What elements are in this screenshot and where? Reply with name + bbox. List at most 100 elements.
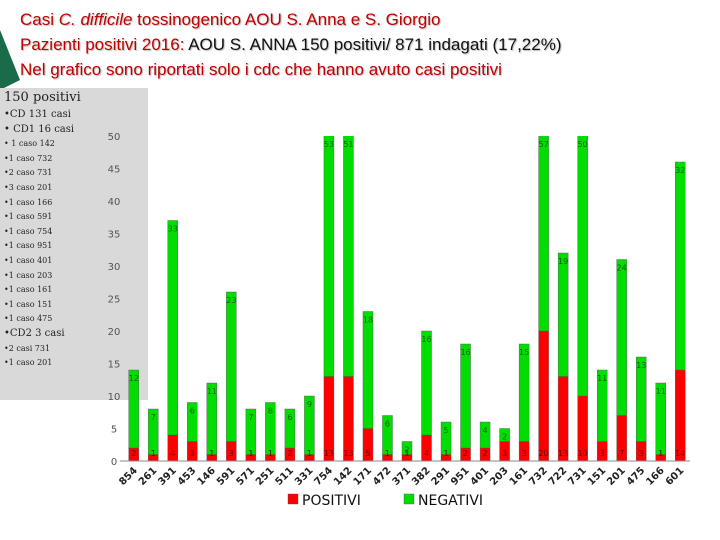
value-label: 1 [248,449,253,458]
title-part: AOU S. ANNA 150 positivi/ 871 indagati (… [188,35,562,54]
bar-segment [636,356,647,442]
bar-segment [382,415,393,455]
title-part: tossinogenico AOU S. Anna e S. Giorgio [132,10,441,29]
y-tick-label: 0 [111,457,117,468]
bar-segment [284,408,296,449]
side-panel: 150 positivi •CD 131 casi • CD1 16 casi • 1… [0,88,148,400]
decor-shape [0,30,20,90]
title-part: C. difficile [58,10,133,29]
y-tick-label: 50 [108,132,121,143]
title-part: Nel grafico sono riportati solo i cdc ch… [20,60,502,79]
value-label: 7 [619,449,624,458]
value-label: 4 [424,449,429,458]
y-tick-label: 15 [108,360,121,371]
value-label: 16 [421,335,431,344]
value-label: 13 [558,449,568,458]
bar-segment [245,408,257,455]
x-tick-label: 731 [566,465,589,488]
x-tick-label: 951 [449,465,472,488]
x-tick-label: 591 [215,465,238,488]
value-label: 1 [443,449,448,458]
value-label: 16 [460,348,470,357]
y-tick-label: 20 [108,327,121,338]
side-line: •1 caso 151 [4,299,53,309]
value-label: 2 [404,446,409,455]
value-label: 7 [248,413,253,422]
x-tick-label: 571 [234,465,257,488]
x-tick-label: 754 [313,465,336,488]
side-line: •1 caso 401 [4,255,53,265]
x-tick-label: 146 [195,465,218,488]
x-tick-label: 601 [664,465,687,488]
value-label: 8 [268,407,273,416]
side-line: •1 caso 951 [4,241,53,251]
x-tick-label: 371 [391,465,414,488]
bar-segment [440,421,452,455]
value-label: 1 [151,449,156,458]
bar-segment [499,428,510,442]
value-label: 50 [578,140,588,149]
y-tick-label: 25 [108,295,121,306]
side-line: •3 caso 201 [4,182,53,192]
x-tick-label: 142 [332,465,355,488]
side-line: •2 casi 731 [4,343,51,353]
bars [128,136,686,462]
bar-segment [304,395,315,455]
y-tick-label: 10 [108,392,121,403]
bar-segment [538,330,549,462]
value-label: 2 [287,449,292,458]
x-tick-label: 453 [176,465,199,488]
value-label: 3 [502,449,507,458]
side-line: •2 caso 731 [4,168,53,178]
bar-segment [538,136,549,332]
x-tick-label: 331 [293,465,316,488]
value-label: 13 [324,449,334,458]
value-label: 4 [483,426,488,435]
bar-segment [265,402,276,455]
value-label: 1 [307,449,312,458]
title-line: Casi C. difficile tossinogenico AOU S. A… [20,10,441,30]
value-label: 24 [617,264,627,273]
x-tick-label: 251 [254,465,277,488]
side-line: •1 caso 732 [4,153,53,163]
side-line: •1 caso 591 [4,212,53,222]
x-tick-label: 732 [527,465,550,488]
value-label: 1 [209,449,214,458]
bar-segment [421,330,432,436]
value-label: 18 [363,316,373,325]
value-label: 3 [522,449,527,458]
x-tick-label: 401 [469,465,492,488]
side-line: •CD2 3 casi [4,327,65,339]
bar-segment [323,136,335,377]
value-label: 51 [343,140,353,149]
title-part: Pazienti positivi 2016: [20,35,189,54]
side-line: •1 caso 203 [4,270,53,280]
side-line: • 1 caso 142 [4,139,55,149]
legend-swatch [403,493,415,505]
value-label: 11 [597,374,607,383]
title-part: Casi [20,10,59,29]
value-label: 9 [307,400,312,409]
value-label: 1 [385,449,390,458]
bar-segment [128,369,139,449]
value-label: 23 [226,296,236,305]
x-tick-label: 261 [137,465,160,488]
side-line: •1 caso 754 [4,226,53,236]
value-label: 6 [385,420,390,429]
value-label: 10 [578,449,588,458]
bar-segment [655,382,666,455]
value-label: 53 [324,140,334,149]
bar-segment [148,408,159,455]
value-label: 33 [168,225,178,234]
value-label: 19 [558,257,568,266]
x-tick-label: 382 [410,465,433,488]
bar-segment [675,161,686,371]
bar-segment [616,259,627,416]
value-label: 11 [207,387,217,396]
x-tick-label: 171 [352,465,375,488]
value-label: 6 [287,413,292,422]
x-tick-label: 511 [273,465,296,488]
value-label: 11 [656,387,666,396]
y-tick-label: 30 [108,262,121,273]
